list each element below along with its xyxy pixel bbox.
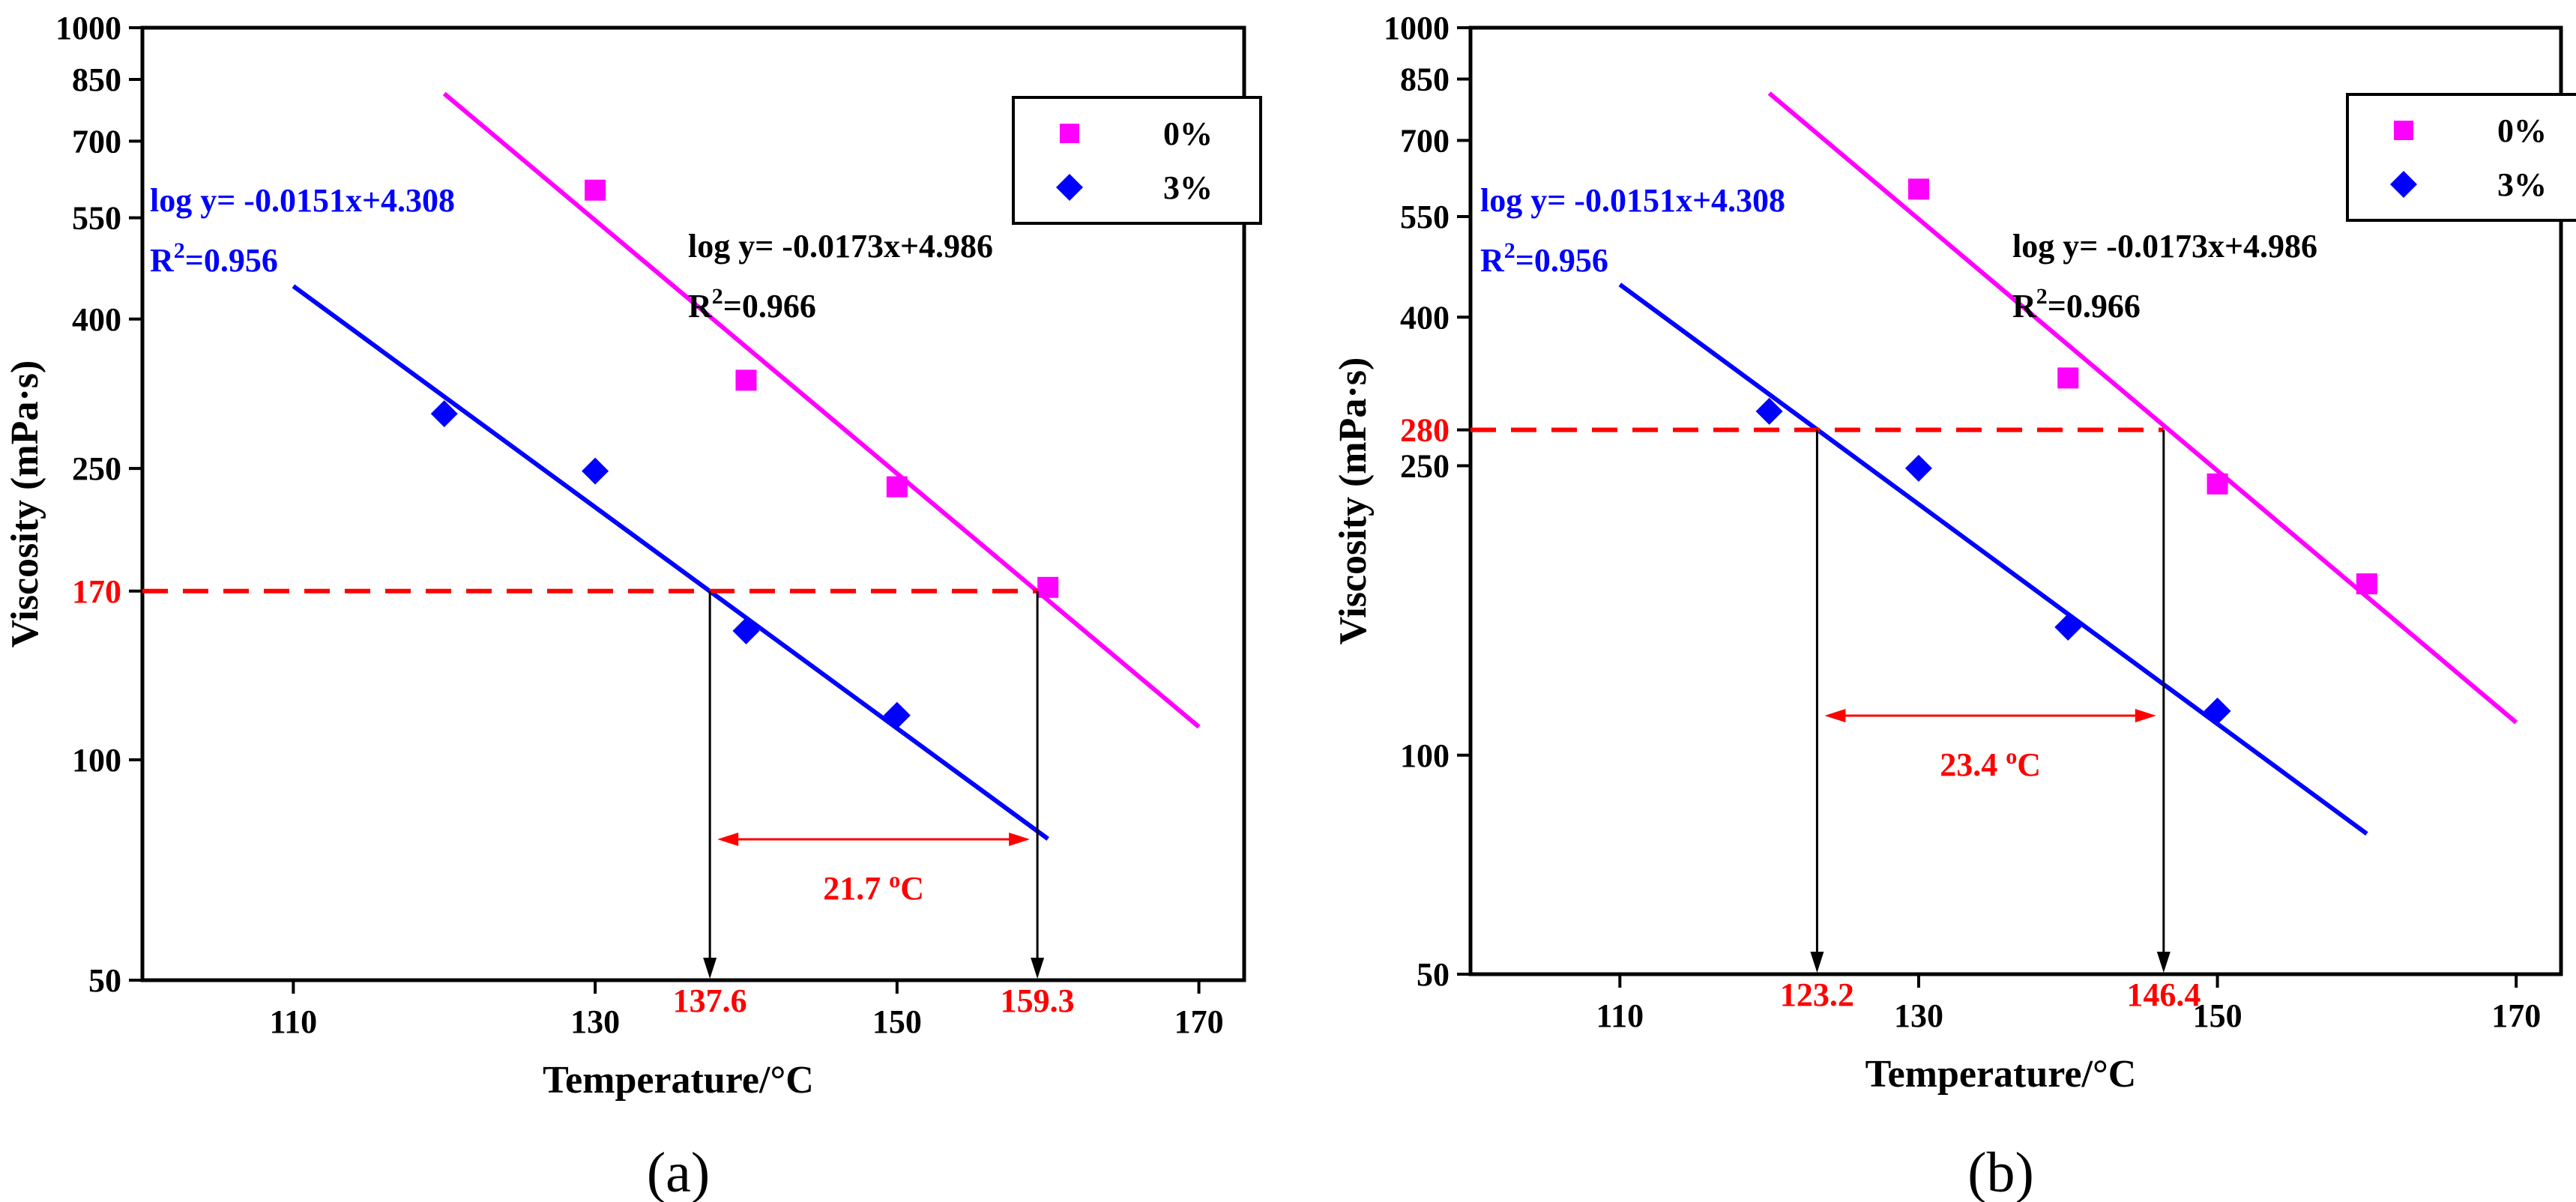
panel-a-x-tick-label: 110 bbox=[270, 1003, 318, 1040]
panel-b-y-tick-label: 700 bbox=[1400, 122, 1450, 159]
panel-a-point-3pct bbox=[732, 617, 760, 644]
panel-b-difference-arrowhead-left bbox=[1824, 709, 1846, 722]
panel-b-y-tick-label: 400 bbox=[1400, 299, 1450, 336]
panel-b-y-tick-label: 100 bbox=[1400, 737, 1450, 774]
panel-a-legend: 0%3% bbox=[1012, 96, 1262, 225]
panel-a-legend-marker-3pct bbox=[1056, 174, 1083, 201]
panel-a-legend-marker-0pct bbox=[1060, 124, 1079, 143]
panel-a-fit-line-3pct bbox=[292, 284, 1049, 841]
panel-a-equation-0pct: log y= -0.0173x+4.986 bbox=[688, 228, 993, 265]
panel-a-intersection-label: 159.3 bbox=[1001, 982, 1075, 1019]
panel-a-equation-3pct: log y= -0.0151x+4.308 bbox=[150, 182, 455, 219]
panel-a-difference-label: 21.7 oC bbox=[823, 868, 924, 907]
panel-a-point-0pct bbox=[886, 476, 908, 498]
panel-a-point-3pct bbox=[883, 701, 911, 729]
panel-b-point-0pct bbox=[2057, 367, 2079, 389]
panel-b-legend-label: 3% bbox=[2497, 166, 2547, 203]
panel-a-legend-label: 0% bbox=[1163, 115, 1213, 152]
panel-b-equation-3pct: log y= -0.0151x+4.308 bbox=[1480, 182, 1785, 219]
panel-b-difference-arrowhead-right bbox=[2135, 709, 2156, 722]
panel-b-drop-arrowhead bbox=[2156, 952, 2171, 973]
panel-b-point-3pct bbox=[1904, 454, 1932, 482]
panel-b-drop-arrowhead bbox=[1810, 952, 1824, 973]
panel-b-r2-0pct: R2=0.966 bbox=[2012, 284, 2141, 324]
panel-b-y-tick-label: 50 bbox=[1417, 956, 1450, 993]
panel-a-legend-box bbox=[1012, 96, 1262, 225]
panel-b-point-0pct bbox=[1907, 178, 1929, 200]
panel-b-x-tick-label: 110 bbox=[1596, 997, 1644, 1034]
panel-a-intersection-label: 137.6 bbox=[673, 982, 747, 1019]
panel-a-difference-arrowhead-left bbox=[717, 833, 739, 846]
panel-b-y-tick-label: 1000 bbox=[1384, 10, 1450, 46]
panel-a-point-3pct bbox=[430, 400, 458, 428]
panel-b-intersection-label: 123.2 bbox=[1780, 976, 1854, 1013]
panel-a-y-tick-label: 550 bbox=[72, 200, 121, 237]
panel-b-legend-marker-0pct bbox=[2394, 121, 2413, 140]
panel-b-y-tick-label: 280 bbox=[1400, 412, 1450, 449]
panel-a-point-0pct bbox=[1037, 576, 1059, 598]
panel-b-x-tick-label: 150 bbox=[2193, 997, 2242, 1034]
panel-b-point-0pct bbox=[2207, 473, 2228, 495]
panel-a: 110 130 150 170 50 100 170 250 400 550 700 850 1000 T… bbox=[4, 10, 1262, 1202]
panel-a-fit-line-0pct bbox=[442, 91, 1201, 729]
panel-a-y-tick-label: 850 bbox=[72, 61, 121, 98]
panel-a-y-axis-title: Viscosity (mPa·s) bbox=[4, 360, 46, 648]
panel-b-fit-line-3pct bbox=[1618, 283, 2368, 836]
panel-a-y-tick-label: 50 bbox=[88, 962, 121, 999]
panel-b-plot-frame bbox=[1468, 25, 2563, 976]
panel-a-x-tick-label: 130 bbox=[570, 1003, 620, 1040]
panel-a-point-0pct bbox=[585, 179, 606, 201]
panel-a-point-3pct bbox=[582, 457, 609, 485]
panel-a-r2-0pct: R2=0.966 bbox=[688, 284, 816, 324]
panel-b-legend-label: 0% bbox=[2497, 112, 2547, 149]
panel-b-x-tick-label: 170 bbox=[2491, 997, 2541, 1034]
panel-b-y-tick-label: 250 bbox=[1400, 447, 1450, 484]
panel-a-y-tick-label: 700 bbox=[72, 123, 121, 160]
panel-a-drop-arrowhead bbox=[703, 958, 717, 979]
panel-a-x-tick-label: 150 bbox=[872, 1003, 922, 1040]
panel-a-plot-frame bbox=[140, 25, 1246, 982]
panel-b-legend: 0%3% bbox=[2346, 93, 2576, 222]
panel-b-x-axis-title: Temperature/°C bbox=[1865, 1053, 2137, 1096]
panel-a-y-tick-label: 170 bbox=[72, 573, 121, 610]
panel-a-drop-arrowhead bbox=[1031, 958, 1045, 979]
panel-b-point-0pct bbox=[2356, 573, 2377, 595]
panel-a-label: (a) bbox=[647, 1141, 710, 1202]
panel-b-y-axis-title: Viscosity (mPa·s) bbox=[1332, 357, 1375, 645]
panel-b-difference-label: 23.4 oC bbox=[1940, 744, 2041, 783]
panel-a-x-tick-label: 170 bbox=[1174, 1003, 1224, 1040]
panel-a-y-tick-label: 250 bbox=[72, 450, 121, 487]
panel-b-r2-3pct: R2=0.956 bbox=[1480, 238, 1608, 279]
panel-b-y-tick-label: 550 bbox=[1400, 199, 1450, 235]
panel-b-x-tick-label: 130 bbox=[1894, 997, 1943, 1034]
panel-a-y-tick-label: 400 bbox=[72, 301, 121, 338]
panel-b-y-tick-label: 850 bbox=[1400, 61, 1450, 98]
panel-b-legend-marker-3pct bbox=[2390, 171, 2417, 198]
panel-b-point-3pct bbox=[2054, 613, 2082, 641]
panel-b-fit-line-0pct bbox=[1767, 91, 2518, 725]
panel-b-legend-box bbox=[2346, 93, 2576, 222]
panel-a-x-axis-title: Temperature/°C bbox=[543, 1059, 814, 1102]
panel-a-legend-label: 3% bbox=[1163, 169, 1213, 206]
panel-b-intersection-label: 146.4 bbox=[2126, 976, 2201, 1013]
panel-a-y-tick-label: 100 bbox=[72, 742, 121, 779]
panel-b-equation-0pct: log y= -0.0173x+4.986 bbox=[2012, 228, 2317, 265]
panel-a-difference-arrowhead-right bbox=[1009, 833, 1031, 846]
panel-a-point-0pct bbox=[735, 369, 757, 391]
panel-a-r2-3pct: R2=0.956 bbox=[150, 238, 278, 279]
panel-b-label: (b) bbox=[1967, 1141, 2034, 1202]
panel-a-y-tick-label: 1000 bbox=[55, 10, 121, 46]
panel-b-point-3pct bbox=[1755, 397, 1783, 425]
panel-b-point-3pct bbox=[2204, 697, 2231, 725]
